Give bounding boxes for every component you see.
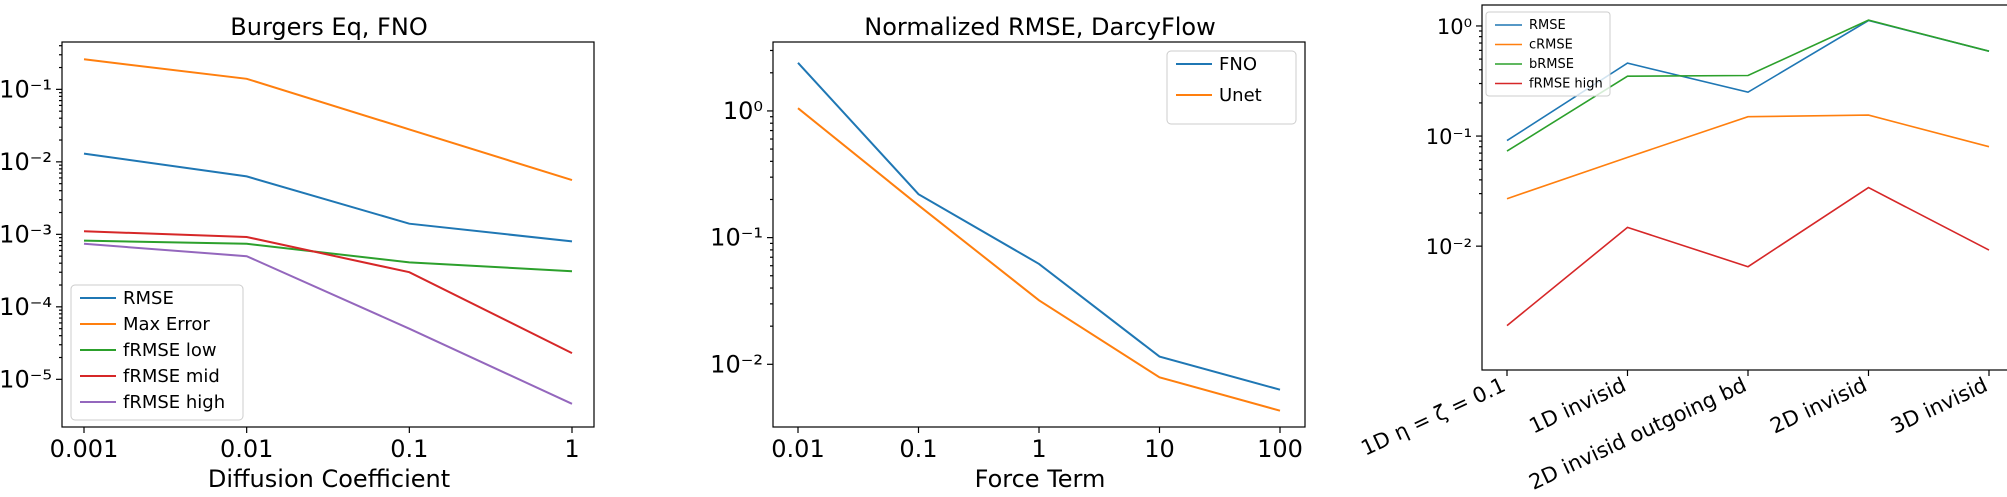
y-tick-label: 10⁻¹ (710, 224, 763, 252)
legend-label: RMSE (1529, 18, 1566, 33)
y-tick-label: 10⁻⁵ (0, 365, 52, 393)
series-line-fno (797, 62, 1281, 391)
series-layer (83, 58, 573, 405)
legend: RMSE Max Error fRMSE low fRMSE mid fRMSE hig… (70, 284, 244, 421)
x-tick-label: 10 (1144, 435, 1175, 463)
series-line-unet (797, 107, 1281, 412)
series-layer (797, 62, 1281, 412)
legend: FNO Unet (1166, 50, 1297, 125)
legend-label: fRMSE low (123, 340, 217, 361)
series-line-frmse-high (83, 242, 573, 405)
y-tick-label: 10⁻⁴ (0, 293, 52, 321)
series-line-max-error (83, 58, 573, 182)
legend-label: FNO (1219, 54, 1257, 75)
legend-box (1166, 50, 1297, 125)
burgers-panel: Burgers Eq, FNO 10⁻⁵ 10⁻⁴ 10⁻³ 10⁻² 10⁻¹ 0.0… (0, 13, 595, 493)
chart-title: Burgers Eq, FNO (230, 13, 427, 41)
y-axis: 10⁻² 10⁻¹ 10⁰ (1426, 15, 1482, 259)
darcyflow-panel: Normalized RMSE, DarcyFlow 10⁻² 10⁻¹ 10⁰ 0… (710, 13, 1306, 493)
x-tick-label: 0.01 (220, 435, 273, 463)
series-line-frmse-high (1506, 186, 1990, 327)
y-tick-label: 10⁰ (1437, 15, 1472, 39)
x-tick-label: 0.1 (899, 435, 937, 463)
legend: RMSE cRMSE bRMSE fRMSE high (1485, 11, 1611, 97)
y-tick-label: 10⁻² (710, 350, 763, 378)
x-tick-label: 100 (1257, 435, 1303, 463)
x-tick-label: 3D invisid (1887, 373, 1991, 439)
x-tick-label: 1 (1031, 435, 1046, 463)
x-tick-label: 0.1 (390, 435, 428, 463)
x-tick-label: 0.01 (771, 435, 824, 463)
x-axis-label: Diffusion Coefficient (208, 465, 450, 493)
legend-label: cRMSE (1529, 38, 1573, 53)
legend-label: fRMSE high (123, 392, 225, 413)
x-axis: 0.001 0.01 0.1 1 (50, 427, 580, 463)
y-axis: 10⁻² 10⁻¹ 10⁰ (710, 49, 773, 378)
x-tick-label: 2D invisid (1766, 373, 1870, 439)
series-line-frmse-mid (83, 230, 573, 354)
x-axis: 0.01 0.1 1 10 100 (771, 427, 1303, 463)
series-line-brmse (1506, 19, 1990, 152)
x-tick-label: 1D η = ζ = 0.1 (1357, 373, 1509, 461)
series-line-frmse-low (83, 239, 573, 273)
y-tick-label: 10⁻² (0, 148, 52, 176)
legend-label: Max Error (123, 314, 210, 335)
series-line-rmse (83, 152, 573, 243)
legend-label: bRMSE (1529, 57, 1574, 72)
y-tick-label: 10⁻² (1426, 235, 1472, 259)
legend-box (70, 284, 244, 421)
chart-title: Normalized RMSE, DarcyFlow (864, 13, 1215, 41)
legend-label: RMSE (123, 288, 174, 309)
y-tick-label: 10⁻¹ (0, 75, 52, 103)
x-tick-label: 1D invisid (1525, 373, 1629, 439)
legend-label: Unet (1219, 85, 1262, 106)
legend-label: fRMSE mid (123, 366, 220, 387)
x-tick-label: 0.001 (50, 435, 119, 463)
x-tick-label: 2D invisid outgoing bd (1525, 373, 1750, 495)
series-line-crmse (1506, 114, 1990, 200)
y-tick-label: 10⁰ (723, 97, 763, 125)
legend-box (1485, 11, 1611, 97)
y-tick-label: 10⁻³ (0, 220, 52, 248)
x-tick-label: 1 (564, 435, 579, 463)
y-tick-label: 10⁻¹ (1426, 125, 1472, 149)
x-axis-label: Force Term (975, 465, 1106, 493)
y-axis: 10⁻⁵ 10⁻⁴ 10⁻³ 10⁻² 10⁻¹ (0, 45, 62, 393)
legend-label: fRMSE high (1529, 77, 1603, 92)
